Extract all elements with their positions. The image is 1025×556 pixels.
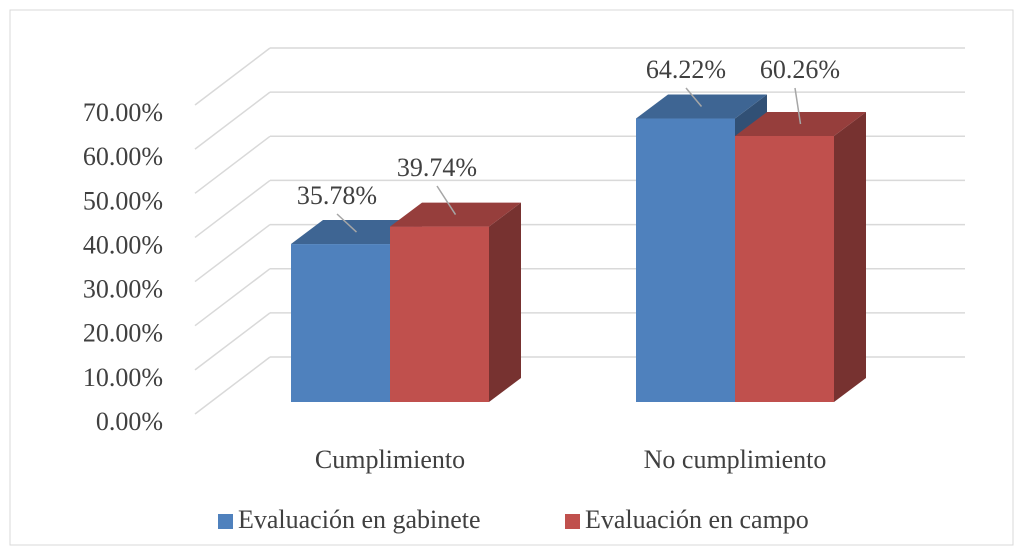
leader-line — [685, 87, 703, 107]
bar — [636, 118, 735, 402]
side-grid-line — [194, 268, 271, 327]
y-tick-label: 20.00% — [83, 319, 163, 348]
bar-side — [834, 111, 866, 402]
side-grid-line — [194, 179, 271, 239]
bar-top — [735, 111, 866, 136]
value-label: 60.26% — [760, 55, 840, 84]
side-grid-line — [194, 312, 271, 371]
y-tick-label: 70.00% — [83, 98, 163, 127]
side-grid-line — [194, 91, 271, 150]
leader-line — [436, 185, 457, 215]
side-grid-line — [194, 356, 271, 415]
leader-line — [336, 213, 358, 233]
y-tick-label: 50.00% — [83, 186, 163, 215]
bar — [390, 226, 489, 402]
y-tick-label: 30.00% — [83, 275, 163, 304]
bar — [735, 135, 834, 402]
legend-label: Evaluación en gabinete — [238, 505, 481, 534]
side-grid-line — [194, 47, 271, 106]
side-grid-line — [194, 135, 271, 194]
y-tick-label: 40.00% — [83, 230, 163, 259]
x-tick-label: No cumplimiento — [644, 445, 827, 474]
legend-swatch — [218, 514, 233, 529]
value-label: 39.74% — [397, 153, 477, 182]
y-tick-label: 0.00% — [96, 407, 163, 436]
y-tick-label: 60.00% — [83, 142, 163, 171]
value-label: 64.22% — [646, 55, 726, 84]
side-grid-line — [194, 223, 271, 283]
legend-label: Evaluación en campo — [585, 505, 809, 534]
legend-swatch — [565, 514, 580, 529]
x-tick-label: Cumplimiento — [315, 445, 465, 474]
bar-side — [489, 202, 521, 402]
y-tick-label: 10.00% — [83, 363, 163, 392]
leader-line — [794, 87, 802, 125]
bar — [291, 244, 390, 402]
value-label: 35.78% — [297, 181, 377, 210]
